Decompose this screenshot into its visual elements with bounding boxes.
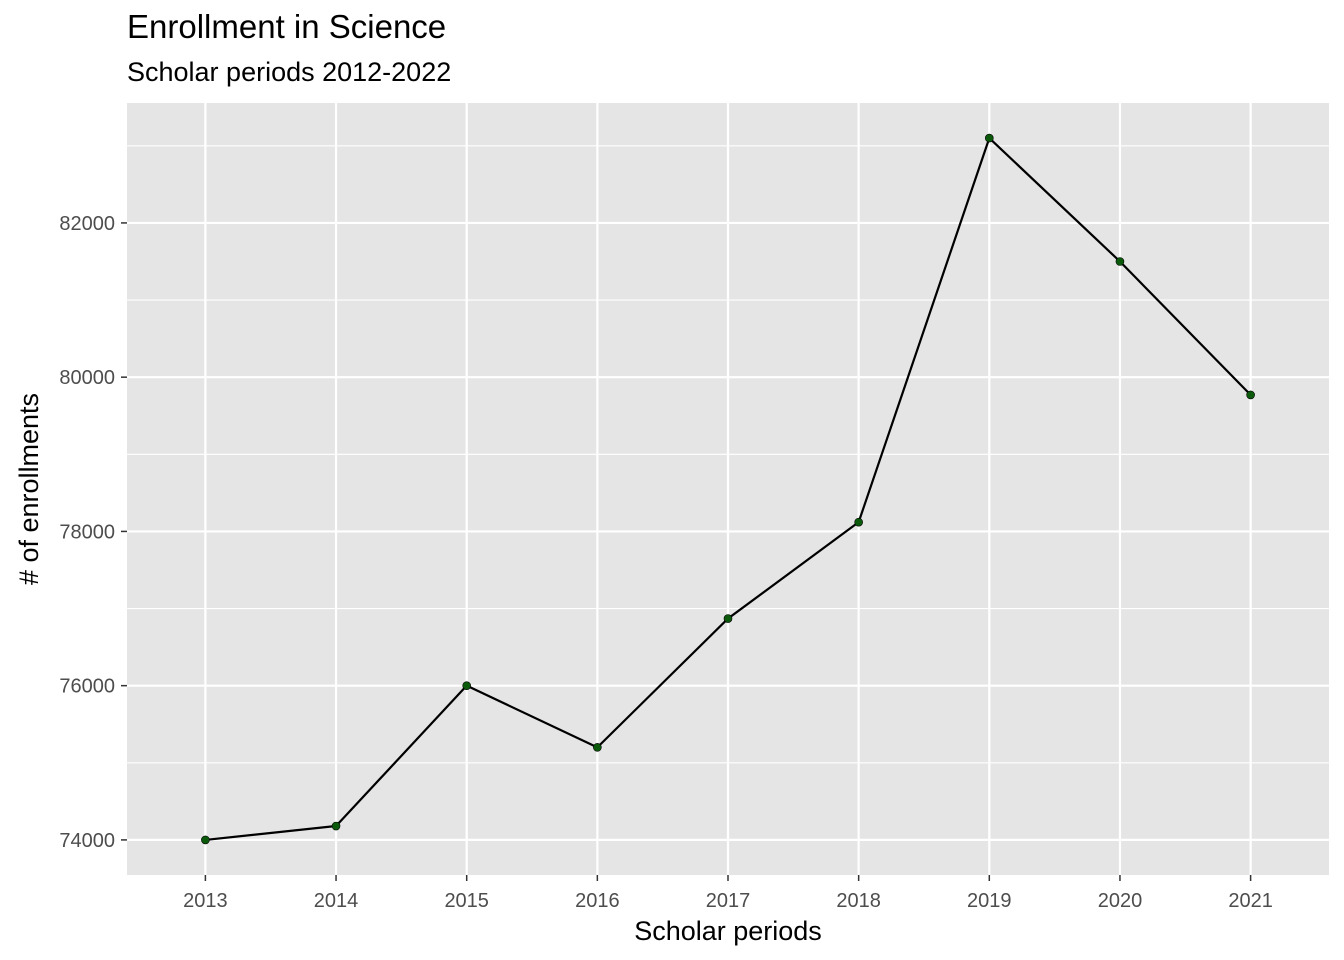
y-tick-label: 80000 (59, 367, 115, 389)
x-tick-label: 2017 (706, 890, 751, 912)
x-tick-label: 2016 (575, 890, 620, 912)
x-axis: 2013 2014 2015 2016 2017 2018 2019 2020 2021 (183, 875, 1273, 912)
x-axis-label: Scholar periods (634, 916, 822, 946)
series-points-group (201, 133, 1255, 845)
x-tick-label: 2021 (1228, 890, 1273, 912)
x-tick-label: 2020 (1098, 890, 1143, 912)
chart-subtitle: Scholar periods 2012-2022 (127, 57, 452, 87)
data-point (1246, 390, 1255, 400)
y-tick-label: 76000 (59, 676, 115, 698)
data-point (593, 743, 602, 752)
x-tick-label: 2015 (444, 890, 489, 912)
data-point (985, 133, 994, 143)
data-point (201, 835, 210, 845)
y-tick-label: 82000 (59, 213, 115, 235)
chart-title: Enrollment in Science (127, 8, 447, 45)
y-tick-label: 74000 (59, 830, 115, 852)
data-point (854, 517, 863, 527)
data-point (1115, 257, 1125, 266)
y-tick-label: 78000 (59, 521, 115, 543)
data-point (331, 821, 341, 831)
x-tick-label: 2013 (183, 890, 228, 912)
x-tick-label: 2014 (314, 890, 359, 912)
x-tick-label: 2018 (836, 890, 881, 912)
y-axis-label: # of enrollments (14, 393, 44, 585)
data-point (723, 614, 733, 623)
data-point (462, 681, 471, 690)
x-tick-label: 2019 (967, 890, 1012, 912)
y-axis: 74000 76000 78000 80000 82000 (59, 213, 127, 852)
